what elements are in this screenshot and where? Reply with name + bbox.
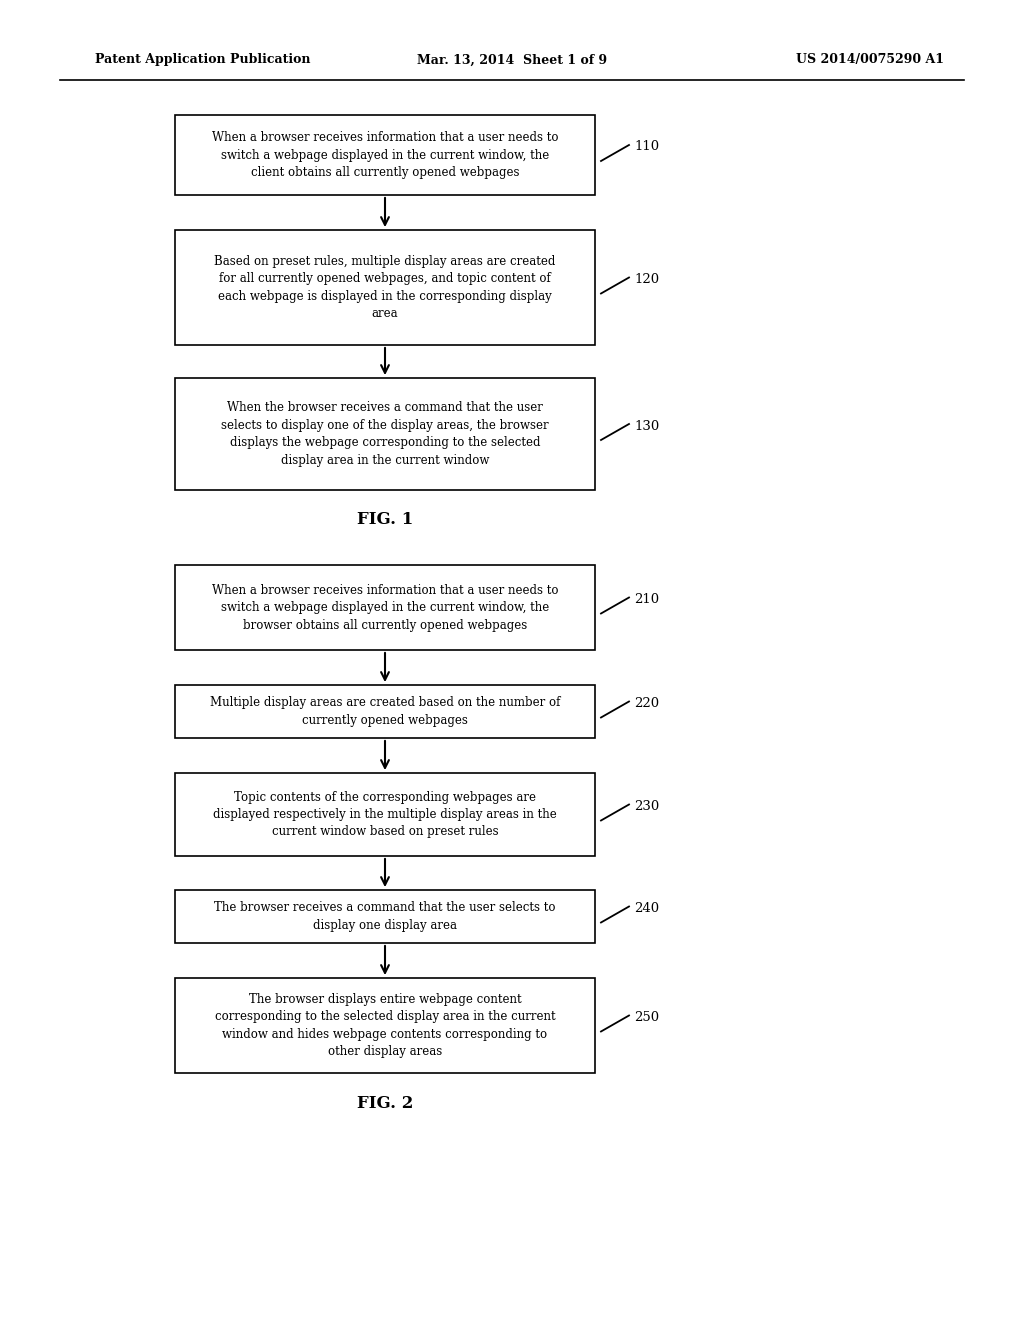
FancyBboxPatch shape [175, 685, 595, 738]
Text: FIG. 1: FIG. 1 [357, 511, 413, 528]
FancyBboxPatch shape [175, 115, 595, 195]
FancyBboxPatch shape [175, 378, 595, 490]
Text: 110: 110 [634, 140, 659, 153]
Text: FIG. 2: FIG. 2 [356, 1094, 414, 1111]
Text: Patent Application Publication: Patent Application Publication [95, 54, 310, 66]
Text: 210: 210 [634, 593, 659, 606]
Text: 240: 240 [634, 902, 659, 915]
Text: Based on preset rules, multiple display areas are created
for all currently open: Based on preset rules, multiple display … [214, 255, 556, 321]
Text: 230: 230 [634, 800, 659, 813]
FancyBboxPatch shape [175, 890, 595, 942]
Text: 120: 120 [634, 273, 659, 286]
FancyBboxPatch shape [175, 774, 595, 855]
Text: Multiple display areas are created based on the number of
currently opened webpa: Multiple display areas are created based… [210, 696, 560, 727]
Text: When a browser receives information that a user needs to
switch a webpage displa: When a browser receives information that… [212, 583, 558, 631]
Text: 250: 250 [634, 1011, 659, 1024]
Text: The browser receives a command that the user selects to
display one display area: The browser receives a command that the … [214, 902, 556, 932]
FancyBboxPatch shape [175, 565, 595, 649]
Text: The browser displays entire webpage content
corresponding to the selected displa: The browser displays entire webpage cont… [215, 993, 555, 1059]
FancyBboxPatch shape [175, 978, 595, 1073]
Text: When a browser receives information that a user needs to
switch a webpage displa: When a browser receives information that… [212, 131, 558, 180]
Text: When the browser receives a command that the user
selects to display one of the : When the browser receives a command that… [221, 401, 549, 467]
Text: US 2014/0075290 A1: US 2014/0075290 A1 [796, 54, 944, 66]
Text: 130: 130 [634, 420, 659, 433]
Text: Mar. 13, 2014  Sheet 1 of 9: Mar. 13, 2014 Sheet 1 of 9 [417, 54, 607, 66]
Text: 220: 220 [634, 697, 659, 710]
Text: Topic contents of the corresponding webpages are
displayed respectively in the m: Topic contents of the corresponding webp… [213, 791, 557, 838]
FancyBboxPatch shape [175, 230, 595, 345]
